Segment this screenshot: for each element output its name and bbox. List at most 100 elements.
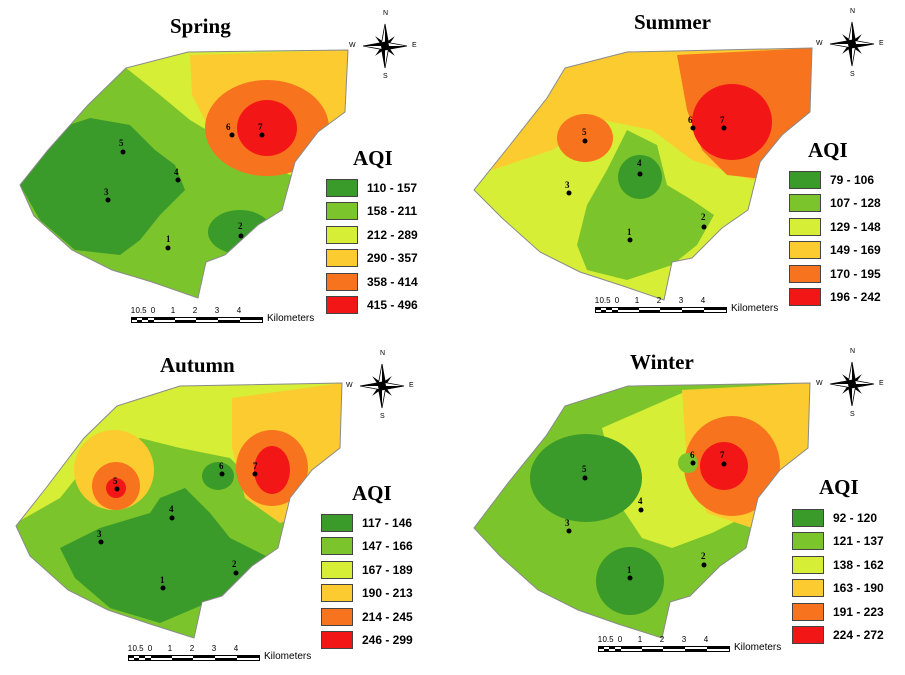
aqi-legend: 79 - 106 107 - 128 129 - 148 149 - 169 170 -…: [789, 168, 881, 309]
legend-item: 415 - 496: [326, 294, 418, 318]
season-title: Winter: [630, 350, 694, 374]
site-marker-3: [105, 197, 111, 203]
legend-item: 121 - 137: [792, 530, 884, 554]
legend-swatch: [789, 217, 821, 236]
compass-n-label: N: [380, 350, 386, 357]
compass-n-label: N: [850, 8, 856, 15]
zone-fill: [577, 130, 714, 280]
site-label-3: 3: [97, 529, 102, 539]
compass-e-label: E: [409, 382, 414, 389]
zone-fill: [692, 84, 772, 160]
site-label-2: 2: [238, 221, 243, 231]
legend-label: 163 - 190: [833, 581, 884, 596]
site-marker-4: [638, 507, 644, 513]
legend-swatch: [321, 560, 353, 579]
legend-item: 107 - 128: [789, 192, 881, 216]
legend-swatch: [321, 513, 353, 532]
zone-fill: [618, 155, 662, 199]
legend-swatch: [792, 555, 824, 574]
site-marker-7: [252, 471, 258, 477]
scale-tick-label: 4: [236, 306, 242, 315]
scale-tick-label: 3: [678, 296, 684, 305]
site-marker-7: [721, 125, 727, 131]
scale-tick-label: 0: [147, 644, 153, 653]
scale-tick-label: 3: [214, 306, 220, 315]
scale-tick-label: 2: [659, 635, 665, 644]
legend-label: 117 - 146: [362, 515, 413, 530]
site-marker-5: [120, 149, 126, 155]
scale-bar-graphic: [131, 317, 263, 323]
scale-unit-label: Kilometers: [734, 642, 782, 653]
legend-label: 149 - 169: [830, 243, 881, 258]
site-label-7: 7: [253, 461, 258, 471]
compass-rose-icon: N S E W: [346, 350, 414, 420]
scale-bar: 1 0.5 0 1 2 3 4 Kilometers: [598, 635, 798, 661]
site-label-2: 2: [701, 212, 706, 222]
legend-item: 214 - 245: [321, 605, 413, 629]
season-title: Summer: [634, 10, 711, 34]
legend-label: 138 - 162: [833, 557, 884, 572]
zone-fill: [237, 100, 297, 156]
compass-star: [829, 21, 875, 67]
legend-label: 79 - 106: [830, 172, 875, 187]
site-marker-1: [627, 575, 633, 581]
zone-fill: [20, 118, 185, 255]
legend-swatch: [792, 508, 824, 527]
monitoring-sites: 1 2 3 4 5 6 7: [565, 450, 727, 581]
legend-item: 138 - 162: [792, 553, 884, 577]
monitoring-sites: 1 2 3 4 5 6 7: [565, 115, 727, 243]
aqi-legend: 117 - 146 147 - 166 167 - 189 190 - 213 214 …: [321, 511, 413, 652]
site-label-6: 6: [219, 461, 224, 471]
compass-n-label: N: [850, 348, 856, 355]
scale-tick-label: 1: [170, 306, 176, 315]
site-label-7: 7: [258, 122, 263, 132]
site-label-1: 1: [166, 234, 171, 244]
zone-fill: [678, 453, 698, 473]
site-marker-3: [566, 190, 572, 196]
site-marker-3: [566, 528, 572, 534]
scale-tick-label: 3: [211, 644, 217, 653]
site-marker-2: [238, 233, 244, 239]
legend-label: 290 - 357: [367, 251, 418, 266]
scale-tick-label: 0: [150, 306, 156, 315]
site-marker-2: [233, 570, 239, 576]
legend-swatch: [326, 202, 358, 221]
site-label-4: 4: [638, 496, 643, 506]
site-label-3: 3: [565, 518, 570, 528]
site-marker-5: [582, 138, 588, 144]
legend-swatch: [326, 249, 358, 268]
season-title: Spring: [170, 14, 231, 38]
site-marker-4: [175, 177, 181, 183]
scale-tick-label: 0.5: [132, 644, 144, 653]
legend-label: 415 - 496: [367, 298, 418, 313]
zone-fill: [202, 462, 234, 490]
legend-swatch: [789, 288, 821, 307]
scale-tick-label: 2: [656, 296, 662, 305]
scale-bar: 1 0.5 0 1 2 3 4 Kilometers: [595, 296, 795, 322]
scale-tick-label: 4: [233, 644, 239, 653]
aqi-map-autumn: 1 2 3 4 5 6 7: [15, 382, 343, 639]
legend-swatch: [321, 631, 353, 650]
legend-swatch: [326, 178, 358, 197]
compass-s-label: S: [850, 71, 855, 78]
legend-label: 110 - 157: [367, 180, 418, 195]
legend-swatch: [326, 296, 358, 315]
scale-tick-label: 4: [703, 635, 709, 644]
legend-item: 212 - 289: [326, 223, 418, 247]
compass-w-label: W: [816, 40, 823, 47]
scale-unit-label: Kilometers: [267, 313, 315, 324]
scale-tick-label: 3: [681, 635, 687, 644]
legend-swatch: [326, 225, 358, 244]
site-marker-6: [690, 125, 696, 131]
scale-tick-label: 1: [127, 644, 133, 653]
scale-tick-labels: 1 0.5 0 1 2 3 4: [128, 644, 268, 654]
legend-swatch: [792, 532, 824, 551]
legend-label: 107 - 128: [830, 196, 881, 211]
legend-label: 224 - 272: [833, 628, 884, 643]
legend-label: 167 - 189: [362, 562, 413, 577]
aqi-map-summer: 1 2 3 4 5 6 7: [473, 47, 813, 301]
site-label-6: 6: [690, 450, 695, 460]
